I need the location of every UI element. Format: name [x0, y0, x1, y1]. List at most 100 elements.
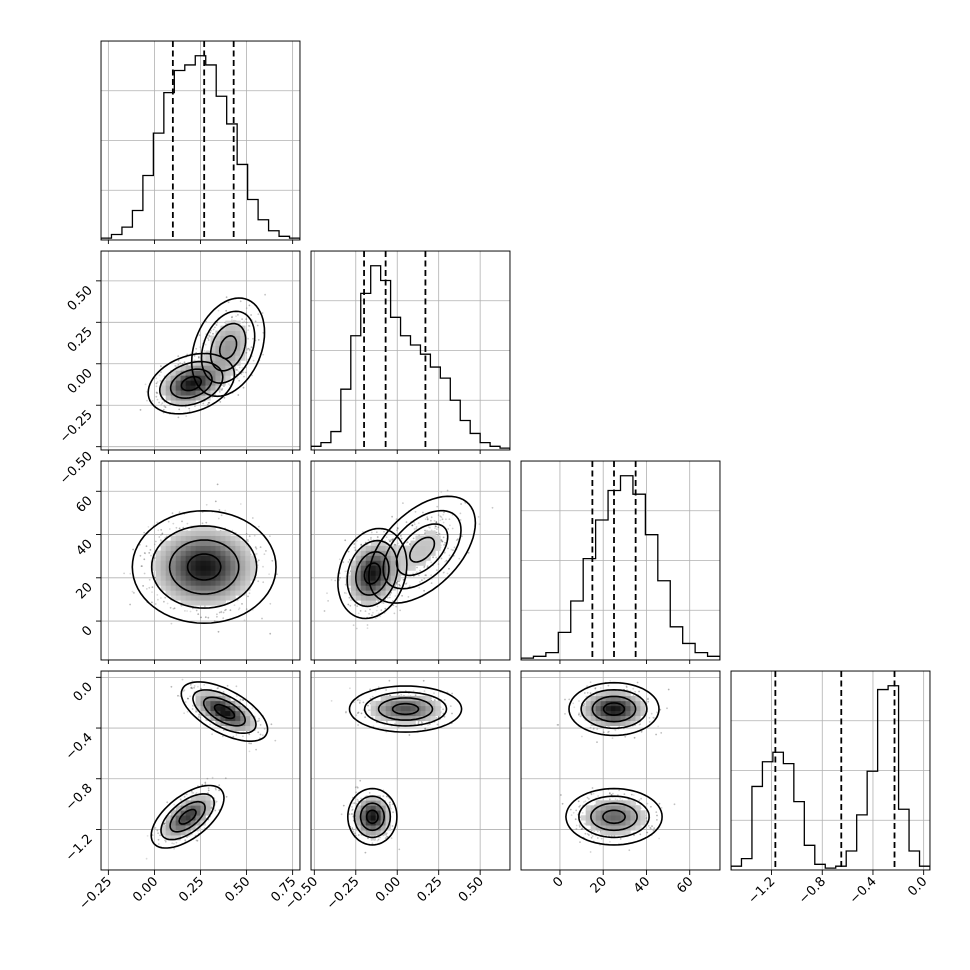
scatter-point: [367, 704, 369, 707]
scatter-point: [261, 312, 264, 314]
scatter-point: [441, 540, 444, 543]
histogram-panel-2: [516, 460, 721, 661]
scatter-point: [182, 690, 185, 692]
density-cell: [205, 545, 211, 551]
scatter-point: [430, 582, 433, 584]
scatter-point: [348, 558, 351, 561]
scatter-point: [432, 556, 434, 559]
scatter-point: [356, 605, 359, 607]
density-cell: [425, 530, 431, 536]
scatter-point: [197, 356, 200, 359]
scatter-point: [394, 595, 397, 597]
density-cell: [225, 710, 231, 717]
density-cell: [195, 595, 201, 601]
density-cell: [160, 385, 166, 391]
scatter-point: [242, 386, 245, 389]
scatter-point: [355, 627, 358, 630]
scatter-point: [349, 687, 351, 690]
density-cell: [180, 595, 186, 601]
density-cell: [155, 555, 161, 561]
scatter-point: [357, 724, 359, 726]
density-cell: [240, 545, 246, 551]
density-cell: [390, 555, 396, 561]
density-cell: [195, 700, 201, 707]
scatter-point: [179, 798, 182, 801]
scatter-point: [397, 542, 400, 545]
scatter-point: [243, 619, 246, 622]
scatter-point: [225, 795, 228, 798]
scatter-point: [189, 683, 192, 686]
density-cell: [170, 560, 176, 566]
scatter-point: [446, 572, 449, 575]
scatter-point: [415, 526, 418, 528]
scatter-point: [232, 735, 235, 738]
density-cell: [170, 400, 176, 406]
scatter-point: [184, 839, 187, 842]
scatter-point: [261, 617, 263, 620]
scatter-point: [158, 374, 161, 377]
scatter-point: [398, 583, 401, 586]
scatter-point: [435, 556, 438, 559]
scatter-point: [436, 528, 438, 530]
histogram-panel-0: [101, 41, 301, 241]
density-panel-1-2: [310, 460, 511, 661]
scatter-point: [413, 528, 416, 530]
density-cell: [410, 565, 416, 571]
scatter-point: [419, 581, 421, 583]
density-cell: [225, 535, 231, 541]
scatter-point: [390, 837, 393, 840]
scatter-point: [240, 373, 243, 375]
scatter-point: [191, 708, 194, 710]
scatter-point: [262, 353, 264, 356]
density-cell: [160, 570, 166, 576]
scatter-point: [231, 319, 233, 321]
scatter-point: [177, 694, 179, 697]
density-cell: [430, 530, 436, 536]
density-cell: [155, 575, 161, 581]
scatter-point: [259, 724, 262, 726]
density-cell: [215, 585, 221, 591]
density-cell: [190, 580, 196, 586]
scatter-point: [338, 558, 341, 561]
scatter-point: [224, 609, 226, 612]
scatter-point: [439, 515, 442, 518]
scatter-point: [393, 612, 396, 615]
density-cell: [220, 330, 226, 336]
scatter-point: [173, 847, 176, 850]
scatter-point: [204, 343, 207, 346]
density-cell: [170, 390, 176, 396]
scatter-point: [177, 363, 180, 366]
density-cell: [235, 540, 241, 546]
scatter-point: [449, 524, 451, 527]
scatter-point: [237, 394, 240, 396]
density-cell: [240, 725, 246, 731]
scatter-point: [467, 551, 470, 554]
scatter-point: [269, 602, 272, 605]
scatter-point: [444, 541, 447, 544]
scatter-point: [224, 509, 227, 512]
density-cell: [225, 350, 231, 356]
density-cell: [215, 375, 221, 381]
scatter-point: [227, 383, 230, 385]
scatter-point: [258, 525, 260, 528]
density-cell: [220, 535, 226, 541]
scatter-point: [154, 540, 157, 543]
scatter-point: [218, 789, 221, 792]
scatter-point: [178, 408, 181, 411]
scatter-point: [262, 581, 265, 584]
scatter-point: [411, 524, 414, 527]
scatter-point: [384, 607, 387, 610]
scatter-point: [412, 537, 415, 540]
density-cell: [405, 545, 411, 551]
density-cell: [210, 560, 216, 566]
scatter-point: [256, 720, 259, 723]
scatter-point: [144, 552, 147, 555]
density-cell: [180, 590, 186, 596]
scatter-point: [250, 346, 253, 348]
density-cell: [250, 560, 256, 566]
scatter-point: [448, 567, 450, 570]
scatter-point: [400, 535, 402, 537]
scatter-point: [259, 546, 262, 548]
scatter-point: [208, 401, 211, 404]
scatter-point: [344, 539, 347, 542]
